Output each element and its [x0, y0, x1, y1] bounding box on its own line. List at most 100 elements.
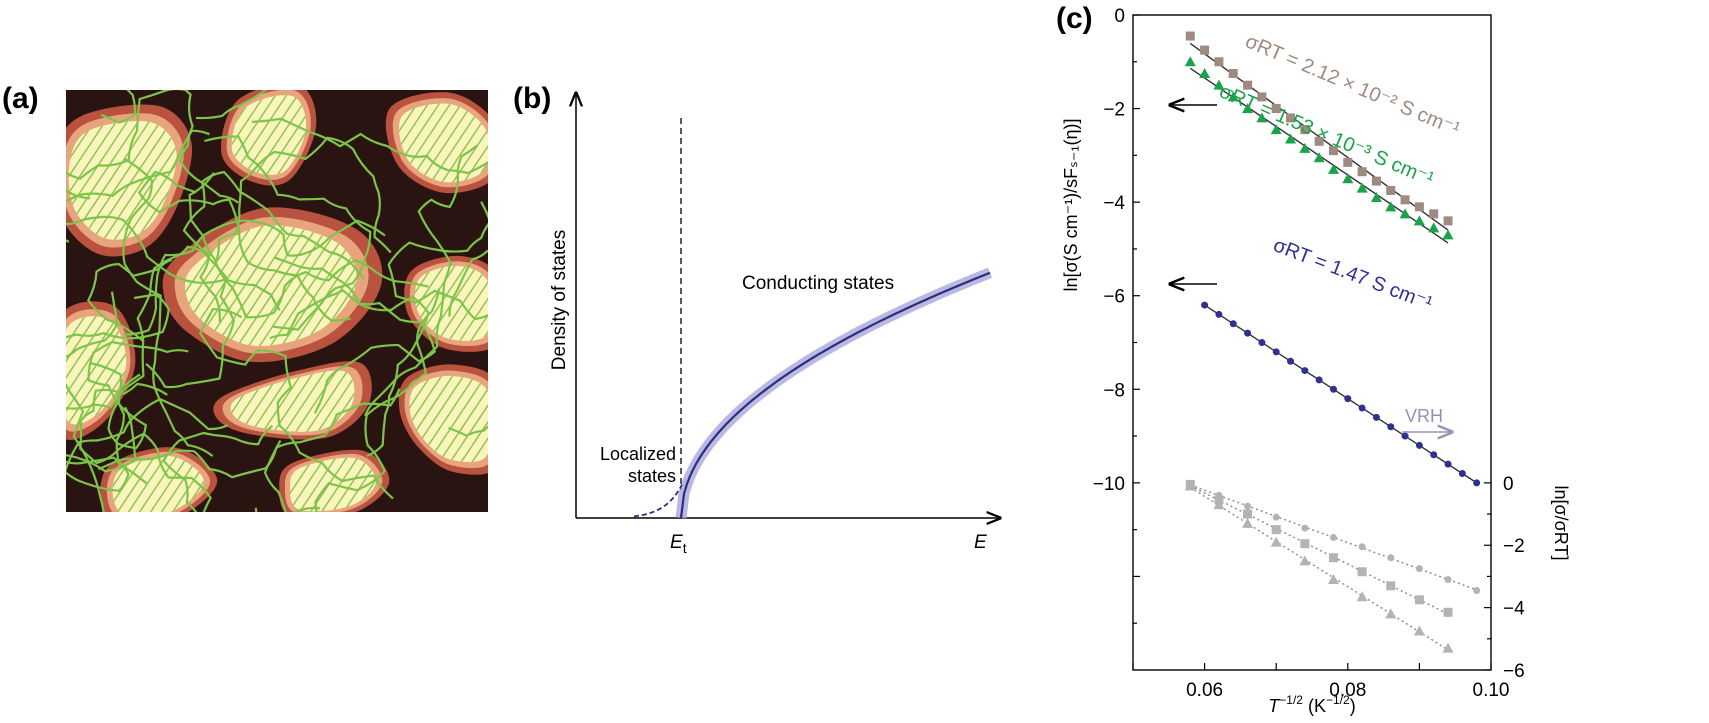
data-point-circle	[1444, 460, 1452, 468]
polymer-chain	[123, 219, 386, 336]
data-point-circle	[1272, 348, 1280, 356]
data-point-square	[1271, 525, 1281, 535]
data-point-triangle	[1270, 124, 1282, 135]
conducting-band	[675, 267, 993, 519]
domain-chain-lines	[230, 370, 355, 432]
vrh-label: VRH	[1405, 406, 1443, 426]
panel-c-label: (c)	[1056, 2, 1093, 35]
data-point-triangle	[1184, 56, 1196, 67]
data-point-circle	[1287, 357, 1295, 365]
data-point-circle	[1430, 451, 1438, 459]
data-point-circle	[1215, 310, 1223, 318]
data-point-square	[1357, 567, 1367, 577]
data-point-triangle	[1442, 642, 1454, 653]
panel-b-label: (b)	[513, 82, 552, 115]
data-point-triangle	[1313, 152, 1325, 163]
data-point-square	[1243, 80, 1253, 90]
polymer-chain	[269, 289, 430, 457]
tick-marks	[1132, 14, 1492, 671]
data-point-triangle	[1213, 499, 1225, 510]
polymer-chain	[66, 293, 170, 410]
polymer-chain	[66, 129, 210, 202]
y2-tick-label: −4	[1503, 599, 1525, 620]
data-point-square	[1328, 146, 1338, 156]
fit-line	[1190, 484, 1477, 591]
data-point-square	[1443, 607, 1453, 617]
threshold-label: Et	[670, 532, 687, 556]
data-point-triangle	[1213, 79, 1225, 90]
data-point-triangle	[1242, 517, 1254, 528]
fit-line	[1189, 485, 1449, 615]
polymer-chain	[251, 117, 488, 175]
polymer-chain	[195, 90, 268, 120]
domain-chain-lines	[398, 103, 488, 183]
data-point-circle	[1473, 479, 1481, 487]
data-point-square	[1214, 57, 1224, 67]
data-point-circle	[1473, 586, 1481, 594]
data-point-square	[1257, 92, 1267, 102]
data-point-circle	[1229, 320, 1237, 328]
data-point-triangle	[1285, 133, 1297, 144]
polymer-chain	[363, 144, 478, 417]
morphology-illustration	[66, 90, 488, 512]
data-point-circle	[1329, 385, 1337, 393]
data-point-circle	[1272, 513, 1280, 521]
data-point-square	[1300, 539, 1310, 549]
data-point-square	[1400, 195, 1410, 205]
data-point-triangle	[1256, 112, 1268, 123]
data-point-square	[1443, 216, 1453, 226]
y-tick-label: −4	[1103, 193, 1125, 214]
data-point-circle	[1201, 301, 1209, 309]
localized-label-line1: Localized	[600, 444, 676, 464]
crystalline-domain	[68, 120, 177, 240]
data-point-square	[1243, 509, 1253, 519]
data-point-circle	[1244, 502, 1252, 510]
conductivity-plot: 0.06 0.08 0.10 0 −2 −4 −6 −8 −10 0 −2 −4 −6 ln[σ(S c…	[1061, 6, 1571, 716]
data-point-circle	[1358, 543, 1366, 551]
polymer-chain	[387, 201, 488, 321]
crystalline-domain	[409, 375, 488, 463]
data-point-triangle	[1413, 215, 1425, 226]
y-tick-label: −8	[1103, 380, 1125, 401]
data-point-triangle	[1270, 536, 1282, 547]
data-point-triangle	[1342, 173, 1354, 184]
y-tick-label: −2	[1103, 100, 1125, 121]
data-point-triangle	[1299, 142, 1311, 153]
y2-axis-label: ln[σ/σRT]	[1551, 486, 1571, 561]
data-point-triangle	[1385, 608, 1397, 619]
data-point-triangle	[1199, 67, 1211, 78]
data-point-triangle	[1413, 625, 1425, 636]
y-tick-label: −6	[1103, 287, 1125, 308]
data-point-square	[1357, 167, 1367, 177]
data-point-square	[1429, 209, 1439, 219]
data-point-triangle	[1299, 555, 1311, 566]
polymer-chain	[215, 136, 392, 261]
dos-plot: Density of states E Et Localized states …	[549, 93, 1000, 556]
data-point-circle	[1458, 470, 1466, 477]
data-point-circle	[1301, 367, 1309, 375]
data-point-circle	[1387, 554, 1395, 562]
data-point-circle	[1244, 329, 1252, 337]
x-tick-label: 0.06	[1186, 680, 1223, 701]
polymer-chain	[66, 239, 70, 243]
polymer-chain	[100, 90, 240, 204]
polymer-chain	[87, 340, 189, 450]
data-point-square	[1414, 595, 1424, 605]
polymer-chain	[122, 158, 214, 457]
polymer-chain	[66, 189, 281, 311]
panel-a-label: (a)	[2, 82, 39, 115]
domain-chain-lines	[66, 316, 127, 425]
y2-tick-label: −2	[1503, 536, 1525, 557]
data-point-circle	[1315, 376, 1323, 384]
data-point-triangle	[1385, 201, 1397, 212]
data-point-circle	[1358, 404, 1366, 412]
dos-x-label: E	[974, 532, 987, 553]
crystalline-domain	[185, 225, 357, 347]
data-point-square	[1228, 68, 1238, 78]
y-tick-label: 0	[1114, 6, 1125, 27]
polymer-chain	[79, 382, 212, 512]
polymer-chain	[66, 90, 186, 180]
data-point-circle	[1329, 533, 1337, 541]
polymer-chain	[274, 256, 437, 414]
